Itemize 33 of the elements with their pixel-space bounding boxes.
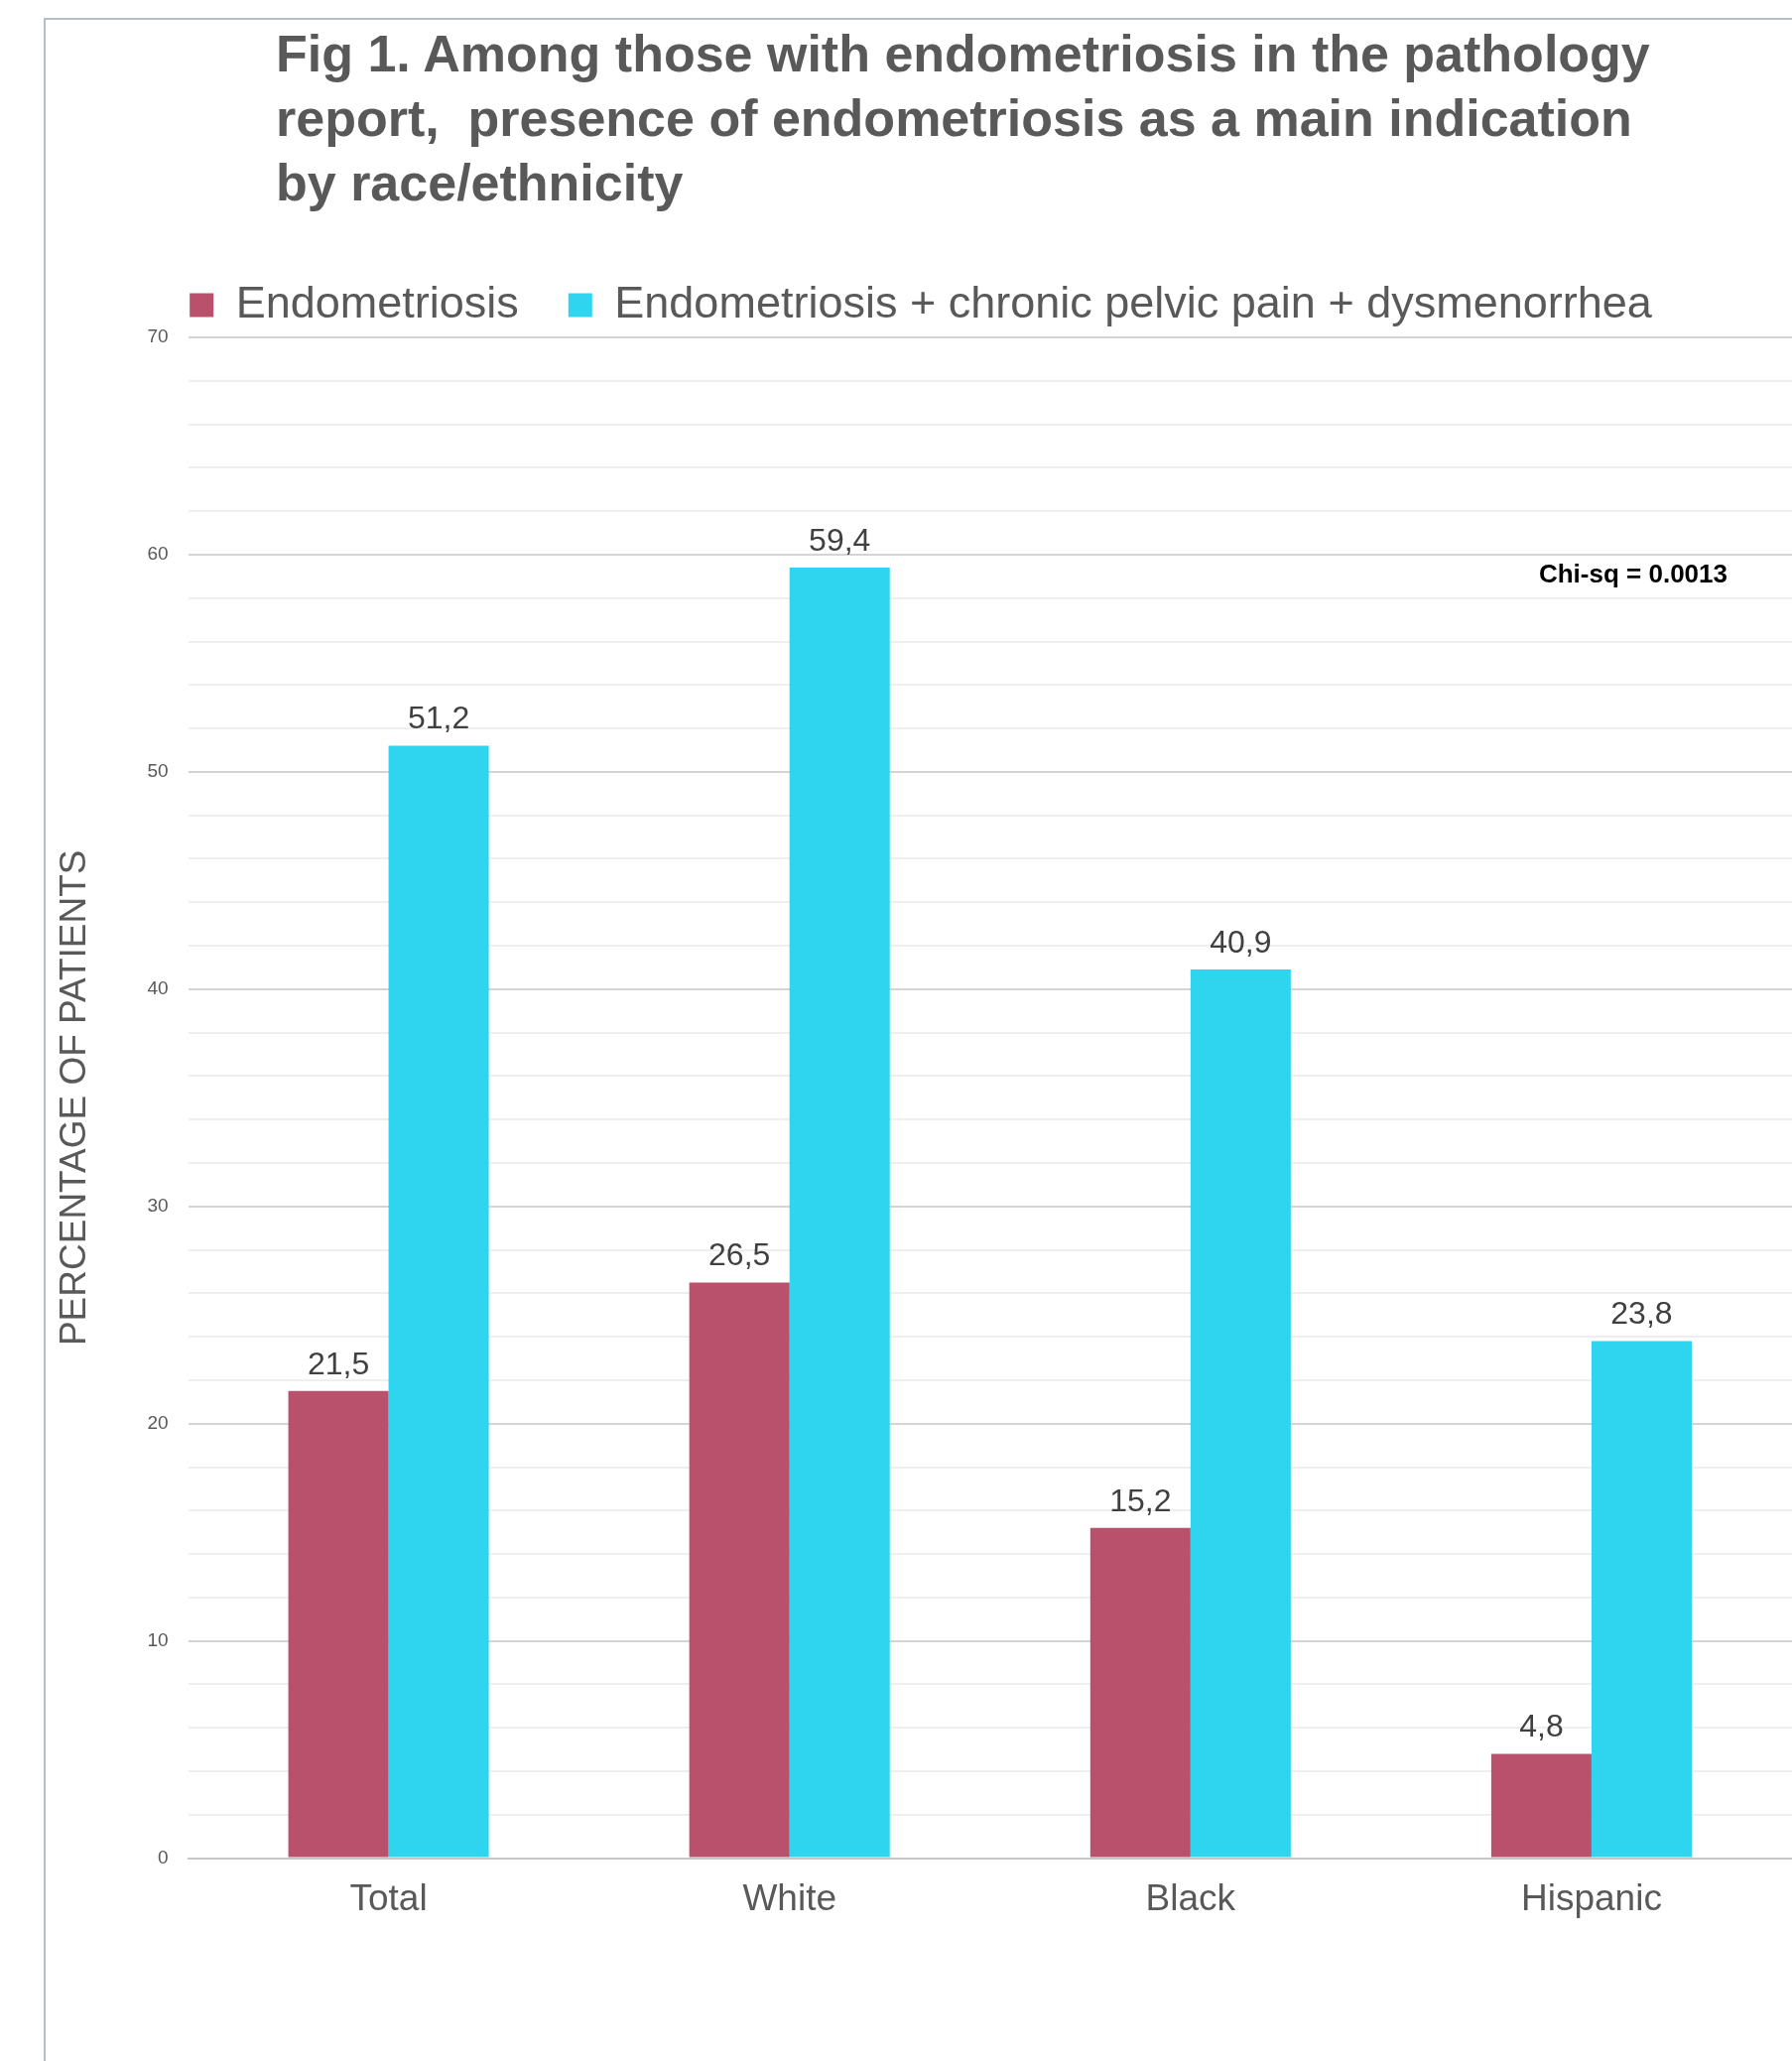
- bar: [1490, 1753, 1592, 1858]
- bar: [789, 568, 890, 1858]
- bar: [1089, 1527, 1191, 1858]
- y-tick-label: 30: [147, 1195, 169, 1217]
- x-tick-label: Total: [349, 1877, 428, 1918]
- bar: [288, 1390, 389, 1858]
- x-tick-label: Black: [1145, 1877, 1236, 1918]
- data-label: 26,5: [708, 1236, 771, 1273]
- y-tick-label: 50: [147, 760, 169, 782]
- legend-label: Endometriosis + chronic pelvic pain + dysmenorrhea: [614, 276, 1653, 327]
- bar: [1591, 1341, 1692, 1858]
- y-tick-label: 10: [147, 1628, 169, 1650]
- y-tick-label: 70: [147, 325, 169, 347]
- data-label: 40,9: [1210, 923, 1272, 960]
- bar: [689, 1282, 790, 1858]
- data-label: 51,2: [407, 700, 470, 736]
- bar: [388, 745, 489, 1858]
- data-label: 4,8: [1519, 1708, 1564, 1744]
- bar: [1190, 969, 1291, 1858]
- x-tick-label: White: [742, 1877, 836, 1918]
- y-tick-label: 60: [147, 543, 169, 565]
- y-tick-label: 20: [147, 1411, 169, 1433]
- y-tick-label: 40: [147, 977, 169, 999]
- data-label: 21,5: [307, 1345, 370, 1381]
- y-axis-title: PERCENTAGE OF PATIENTS: [53, 849, 94, 1347]
- chart-title: Fig 1. Among those with endometriosis in the pathology report, presence of endometriosis as a main indication by race/ethnicity: [276, 24, 1651, 213]
- annotation: Chi-sq = 0.0013: [1538, 559, 1728, 589]
- x-tick-label: Hispanic: [1520, 1877, 1662, 1918]
- data-label: 23,8: [1610, 1295, 1673, 1332]
- y-tick-label: 0: [157, 1846, 169, 1868]
- data-label: 59,4: [809, 521, 871, 558]
- legend-label: Endometriosis: [235, 276, 519, 327]
- data-label: 15,2: [1109, 1481, 1172, 1518]
